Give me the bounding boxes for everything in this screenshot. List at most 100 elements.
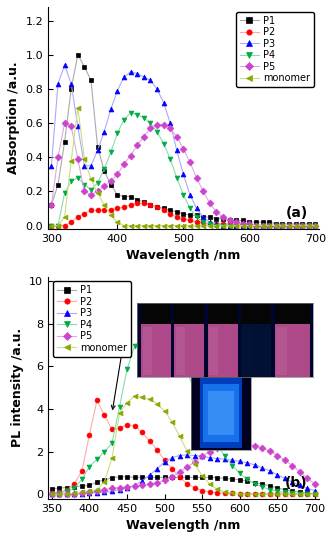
P1 — [313, 220, 317, 227]
monomer — [247, 222, 251, 229]
P5 — [133, 483, 137, 489]
P4 — [50, 491, 54, 497]
Y-axis label: PL intensity /a.u.: PL intensity /a.u. — [11, 328, 24, 447]
P3 — [168, 120, 172, 126]
P4 — [254, 222, 258, 229]
monomer — [274, 222, 278, 229]
P3 — [227, 222, 231, 229]
P2 — [283, 491, 287, 497]
P3 — [200, 453, 204, 460]
P2 — [175, 214, 179, 220]
monomer — [208, 222, 212, 229]
P1 — [65, 485, 69, 491]
P2 — [116, 205, 120, 212]
monomer — [241, 222, 245, 229]
monomer — [234, 222, 238, 229]
P4 — [122, 116, 126, 123]
monomer — [307, 222, 311, 229]
P1 — [177, 474, 181, 481]
P5 — [274, 222, 278, 229]
P2 — [80, 468, 84, 474]
monomer — [290, 491, 294, 497]
P4 — [287, 222, 291, 229]
P4 — [118, 404, 122, 410]
P5 — [149, 125, 153, 132]
P5 — [313, 481, 317, 487]
Legend: P1, P2, P3, P4, P5, monomer: P1, P2, P3, P4, P5, monomer — [236, 12, 314, 87]
P3 — [305, 485, 309, 492]
P3 — [162, 99, 166, 106]
monomer — [110, 455, 114, 461]
P3 — [280, 222, 284, 229]
P4 — [80, 476, 84, 482]
P2 — [294, 222, 298, 229]
P3 — [260, 222, 264, 229]
P3 — [49, 163, 53, 169]
P3 — [76, 123, 80, 130]
P5 — [200, 453, 204, 460]
P4 — [313, 222, 317, 229]
P5 — [260, 445, 264, 451]
P5 — [142, 134, 146, 140]
P1 — [89, 77, 93, 84]
P3 — [140, 478, 144, 485]
P1 — [208, 474, 212, 481]
P1 — [260, 219, 264, 225]
P1 — [280, 220, 284, 227]
P5 — [116, 171, 120, 177]
P1 — [82, 64, 86, 70]
P1 — [245, 478, 249, 485]
monomer — [63, 214, 67, 220]
P5 — [129, 153, 133, 159]
P4 — [170, 335, 174, 342]
P4 — [298, 490, 302, 497]
P4 — [290, 490, 294, 496]
P2 — [268, 490, 272, 497]
monomer — [260, 491, 264, 497]
Line: P5: P5 — [49, 121, 318, 228]
P1 — [307, 220, 311, 227]
P4 — [188, 205, 192, 212]
monomer — [223, 488, 227, 495]
Line: P2: P2 — [49, 398, 317, 497]
P1 — [116, 191, 120, 198]
P2 — [208, 220, 212, 227]
monomer — [305, 491, 309, 497]
P3 — [208, 454, 212, 461]
P1 — [208, 214, 212, 220]
P3 — [230, 457, 234, 464]
monomer — [95, 486, 99, 493]
monomer — [221, 222, 225, 229]
P4 — [260, 483, 264, 490]
P1 — [163, 474, 166, 481]
P1 — [274, 220, 278, 227]
monomer — [80, 489, 84, 496]
P3 — [72, 490, 76, 497]
P2 — [122, 204, 126, 210]
P1 — [227, 217, 231, 224]
P5 — [215, 445, 219, 451]
P1 — [194, 212, 198, 218]
P4 — [76, 175, 80, 181]
P3 — [294, 222, 298, 229]
monomer — [238, 490, 242, 497]
P2 — [63, 222, 67, 229]
P1 — [96, 144, 100, 150]
P3 — [88, 490, 92, 496]
P1 — [300, 220, 304, 227]
P4 — [260, 222, 264, 229]
P5 — [122, 161, 126, 167]
P4 — [181, 191, 185, 198]
P2 — [305, 491, 309, 497]
P4 — [313, 491, 317, 497]
P4 — [215, 441, 219, 447]
P2 — [65, 487, 69, 493]
P5 — [283, 457, 287, 464]
P4 — [129, 109, 133, 116]
P3 — [96, 147, 100, 154]
P4 — [185, 367, 189, 374]
P4 — [175, 175, 179, 181]
Line: P1: P1 — [49, 474, 317, 496]
P4 — [116, 130, 120, 136]
P2 — [200, 487, 204, 494]
